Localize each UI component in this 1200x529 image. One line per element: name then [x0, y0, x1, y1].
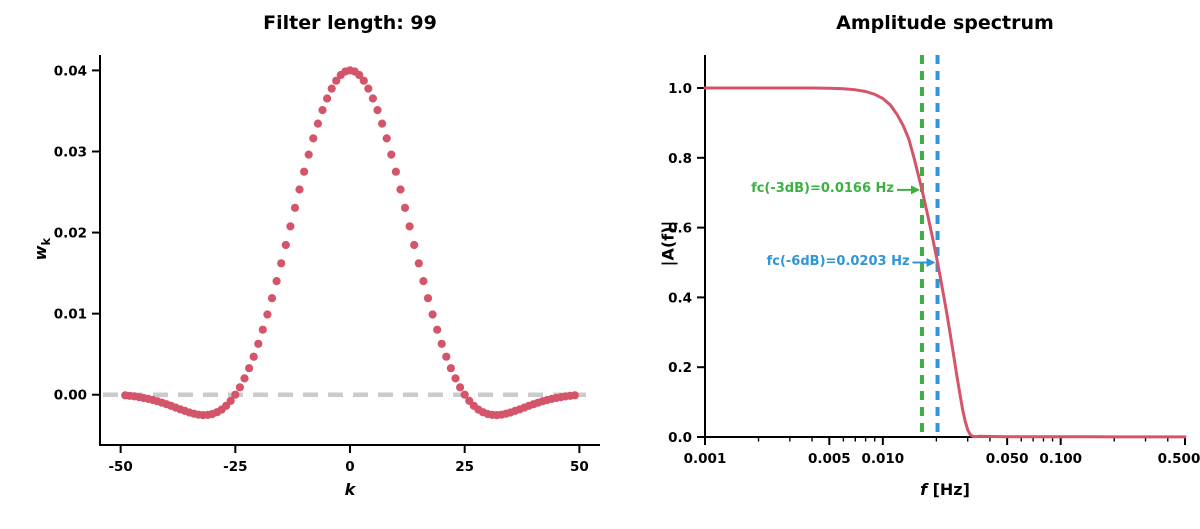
left-axes: 0.00 0.01 0.02 0.03 0.04 -50 -25 0 25 50 — [54, 55, 600, 475]
right-xaxis-label: f [Hz] — [920, 480, 970, 499]
left-yaxis-label: wk — [30, 237, 54, 261]
right-xtick-label: 0.500 — [1158, 451, 1200, 467]
left-xaxis-label: k — [344, 480, 356, 499]
right-xtick-label: 0.010 — [861, 451, 904, 467]
left-xtick-label: -50 — [108, 459, 132, 475]
cutoff-6db-annotation: fc(-6dB)=0.0203 Hz — [766, 253, 910, 269]
right-xtick-label: 0.001 — [684, 451, 727, 467]
left-ytick-label: 0.02 — [54, 226, 87, 242]
right-ytick-label: 0.0 — [668, 430, 692, 446]
amplitude-response-curve — [703, 86, 1187, 439]
left-xtick-label: 0 — [345, 459, 354, 475]
annotation-arrows — [896, 185, 936, 268]
left-ytick-label: 0.00 — [54, 388, 87, 404]
left-xtick-label: -25 — [223, 459, 247, 475]
right-plot-title: Amplitude spectrum — [836, 12, 1054, 34]
annotation-arrowhead — [926, 258, 936, 268]
right-ytick-label: 0.4 — [668, 290, 692, 306]
left-xtick-label: 50 — [570, 459, 589, 475]
annotation-arrowhead — [910, 185, 920, 195]
right-yaxis-label: |A(f)| — [658, 220, 678, 267]
left-ytick-label: 0.04 — [54, 63, 87, 79]
left-xtick-label: 25 — [455, 459, 474, 475]
right-axes: 0.0 0.2 0.4 0.6 0.8 1.0 0.001 0.005 0.010 0.050 0.… — [668, 55, 1200, 467]
right-ytick-label: 0.2 — [668, 360, 692, 376]
right-xtick-label: 0.100 — [1039, 451, 1082, 467]
left-ytick-label: 0.03 — [54, 144, 87, 160]
right-ytick-label: 1.0 — [668, 81, 692, 97]
left-plot-title: Filter length: 99 — [263, 12, 437, 34]
right-xtick-label: 0.005 — [808, 451, 851, 467]
right-ytick-label: 0.6 — [668, 221, 692, 237]
right-xtick-label: 0.050 — [986, 451, 1029, 467]
right-ytick-label: 0.8 — [668, 151, 692, 167]
filter-weights-series — [121, 66, 579, 420]
cutoff-3db-annotation: fc(-3dB)=0.0166 Hz — [751, 180, 894, 196]
left-ytick-label: 0.01 — [54, 307, 87, 323]
